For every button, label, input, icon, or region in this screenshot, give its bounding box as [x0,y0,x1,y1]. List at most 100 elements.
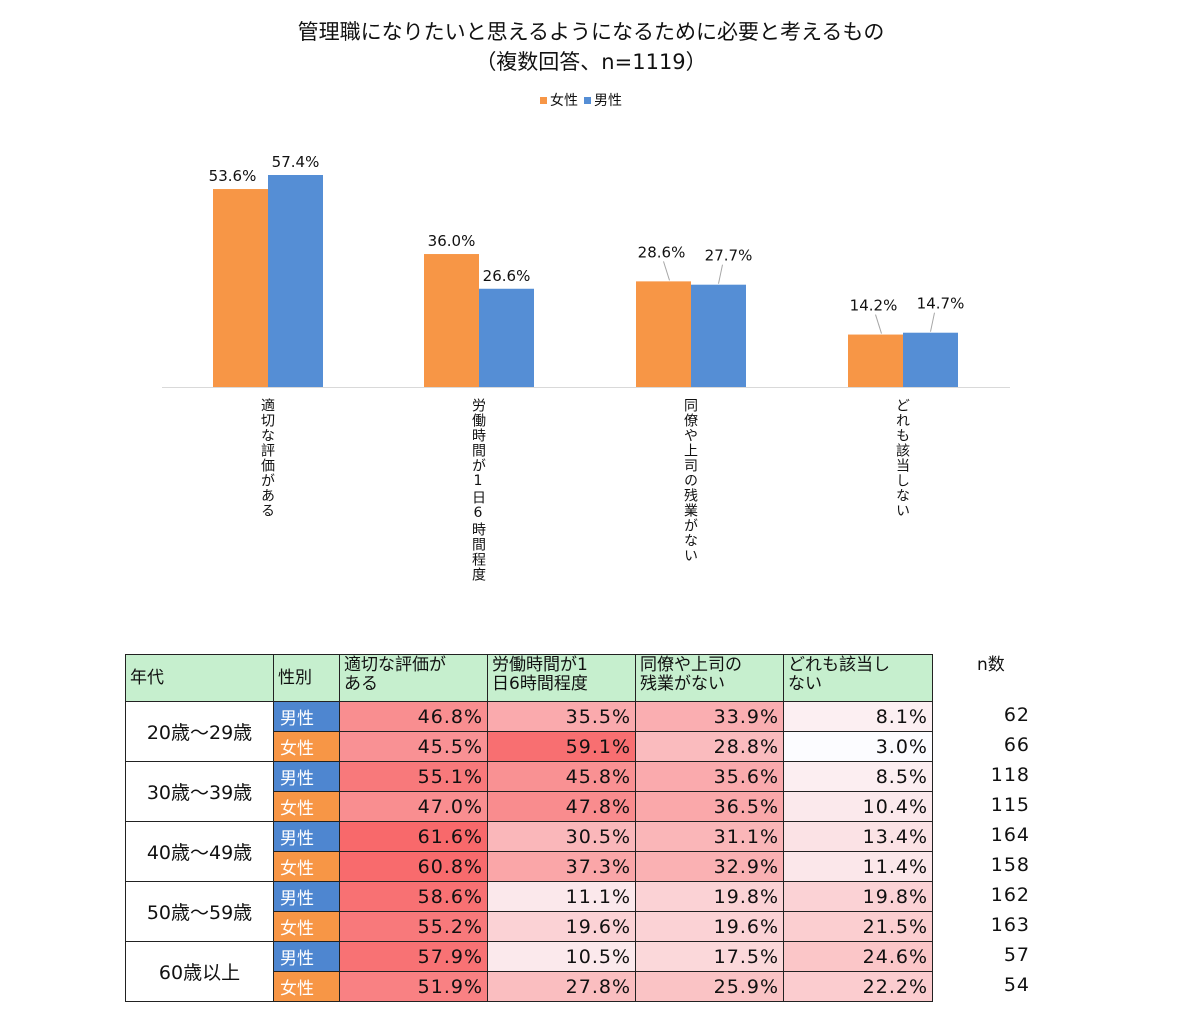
value-cell: 59.1% [487,731,636,762]
table-header-row: 年代 性別 適切な評価が ある 労働時間が1 日6時間程度 同僚や上司の 残業がない どれも該当… [125,654,933,702]
table-header-6: どれも該当し ない [783,654,933,702]
value-cell: 61.6% [339,821,488,852]
table-row: 女性 55.2% 19.6% 19.6% 21.5% [126,911,933,942]
table-row: 女性 51.9% 27.8% 25.9% 22.2% [126,971,933,1002]
value-cell: 19.6% [487,911,636,942]
table-header-3: 適切な評価が ある [339,654,488,702]
age-group-cell: 30歳〜39歳 [125,761,274,822]
value-cell: 35.6% [635,761,784,792]
value-cell: 3.0% [783,731,933,762]
value-cell: 51.9% [339,971,488,1002]
value-cell: 46.8% [339,701,488,732]
value-cell: 35.5% [487,701,636,732]
n-value: 163 [990,914,1030,936]
bar-male-4 [903,332,958,387]
data-label-female-4: 14.2% [850,297,898,315]
legend-swatch-male [584,96,591,104]
value-cell: 37.3% [487,851,636,882]
n-value: 118 [990,764,1030,786]
table-row: 60歳以上 男性 57.9% 10.5% 17.5% 24.6% [125,941,933,1002]
value-cell: 10.4% [783,791,933,822]
category-label-2: 労働時間が1日6時間程度 [470,398,486,582]
value-cell: 28.8% [635,731,784,762]
age-group-cell: 60歳以上 [125,941,274,1002]
legend-label-female: 女性 [550,93,578,109]
category-label-3: 同僚や上司の残業がない [682,398,698,563]
age-group-cell: 50歳〜59歳 [125,881,274,942]
n-value: 158 [990,854,1030,876]
table-row: 30歳〜39歳 男性 55.1% 45.8% 35.6% 8.5% [125,761,933,822]
value-cell: 25.9% [635,971,784,1002]
value-cell: 10.5% [487,941,636,972]
bar-female-1 [213,189,268,387]
value-cell: 22.2% [783,971,933,1002]
table-body: 20歳〜29歳 男性 46.8% 35.5% 33.9% 8.1% 女性 45.5% 59.1%… [125,701,933,1002]
value-cell: 47.8% [487,791,636,822]
value-cell: 13.4% [783,821,933,852]
value-cell: 47.0% [339,791,488,822]
n-value: 164 [990,824,1030,846]
sex-cell: 男性 [273,941,340,972]
value-cell: 33.9% [635,701,784,732]
sex-cell: 女性 [273,731,340,762]
table-row: 40歳〜49歳 男性 61.6% 30.5% 31.1% 13.4% [125,821,933,882]
table-header-2: 性別 [273,654,340,702]
bar-male-3 [691,284,746,387]
age-group-cell: 20歳〜29歳 [125,701,274,762]
data-label-male-4: 14.7% [917,295,965,313]
value-cell: 17.5% [635,941,784,972]
value-cell: 45.8% [487,761,636,792]
n-value: 66 [1003,734,1030,756]
data-label-male-1: 57.4% [272,153,320,171]
sex-cell: 女性 [273,791,340,822]
data-label-female-3: 28.6% [638,243,686,261]
n-header: n数 [977,655,1005,675]
value-cell: 27.8% [487,971,636,1002]
data-label-male-3: 27.7% [705,247,753,265]
age-group-cell: 40歳〜49歳 [125,821,274,882]
heatmap-table-wrap: 年代 性別 適切な評価が ある 労働時間が1 日6時間程度 同僚や上司の 残業がない どれも該当… [125,654,933,1002]
value-cell: 57.9% [339,941,488,972]
value-cell: 11.4% [783,851,933,882]
chart-title: 管理職になりたいと思えるようになるために必要と考えるもの [297,20,885,44]
bar-male-1 [268,175,323,387]
value-cell: 36.5% [635,791,784,822]
category-label-4: どれも該当しない [894,398,910,518]
value-cell: 19.6% [635,911,784,942]
legend-item-male: 男性 [584,90,622,110]
value-cell: 55.2% [339,911,488,942]
table-row: 50歳〜59歳 男性 58.6% 11.1% 19.8% 19.8% [125,881,933,942]
legend-label-male: 男性 [594,93,622,109]
data-label-male-2: 26.6% [483,267,531,285]
bar-female-4 [848,334,903,387]
bar-chart: 53.6% 57.4% 36.0% 26.6% 28.6% 27.7% 14.2% 14.7% [162,153,1010,388]
leader-line-male-4 [930,312,935,332]
value-cell: 60.8% [339,851,488,882]
value-cell: 8.5% [783,761,933,792]
value-cell: 30.5% [487,821,636,852]
value-cell: 32.9% [635,851,784,882]
leader-line-male-3 [718,264,723,284]
value-cell: 58.6% [339,881,488,912]
legend-swatch-female [540,96,547,104]
sex-cell: 男性 [273,701,340,732]
bar-female-3 [636,281,691,387]
n-value: 62 [1003,704,1030,726]
data-label-female-1: 53.6% [209,167,257,185]
sex-cell: 女性 [273,971,340,1002]
sex-cell: 男性 [273,761,340,792]
sex-cell: 女性 [273,911,340,942]
bar-female-2 [424,254,479,387]
n-value: 57 [1003,944,1030,966]
legend: 女性 男性 [540,90,622,110]
table-row: 女性 45.5% 59.1% 28.8% 3.0% [126,731,933,762]
table-header-5: 同僚や上司の 残業がない [635,654,784,702]
chart-subtitle: （複数回答、n=1119） [475,50,707,74]
data-label-female-2: 36.0% [428,232,476,250]
leader-line-female-3 [663,261,670,281]
bar-male-2 [479,288,534,387]
table-row: 女性 60.8% 37.3% 32.9% 11.4% [126,851,933,882]
value-cell: 55.1% [339,761,488,792]
value-cell: 11.1% [487,881,636,912]
value-cell: 19.8% [783,881,933,912]
